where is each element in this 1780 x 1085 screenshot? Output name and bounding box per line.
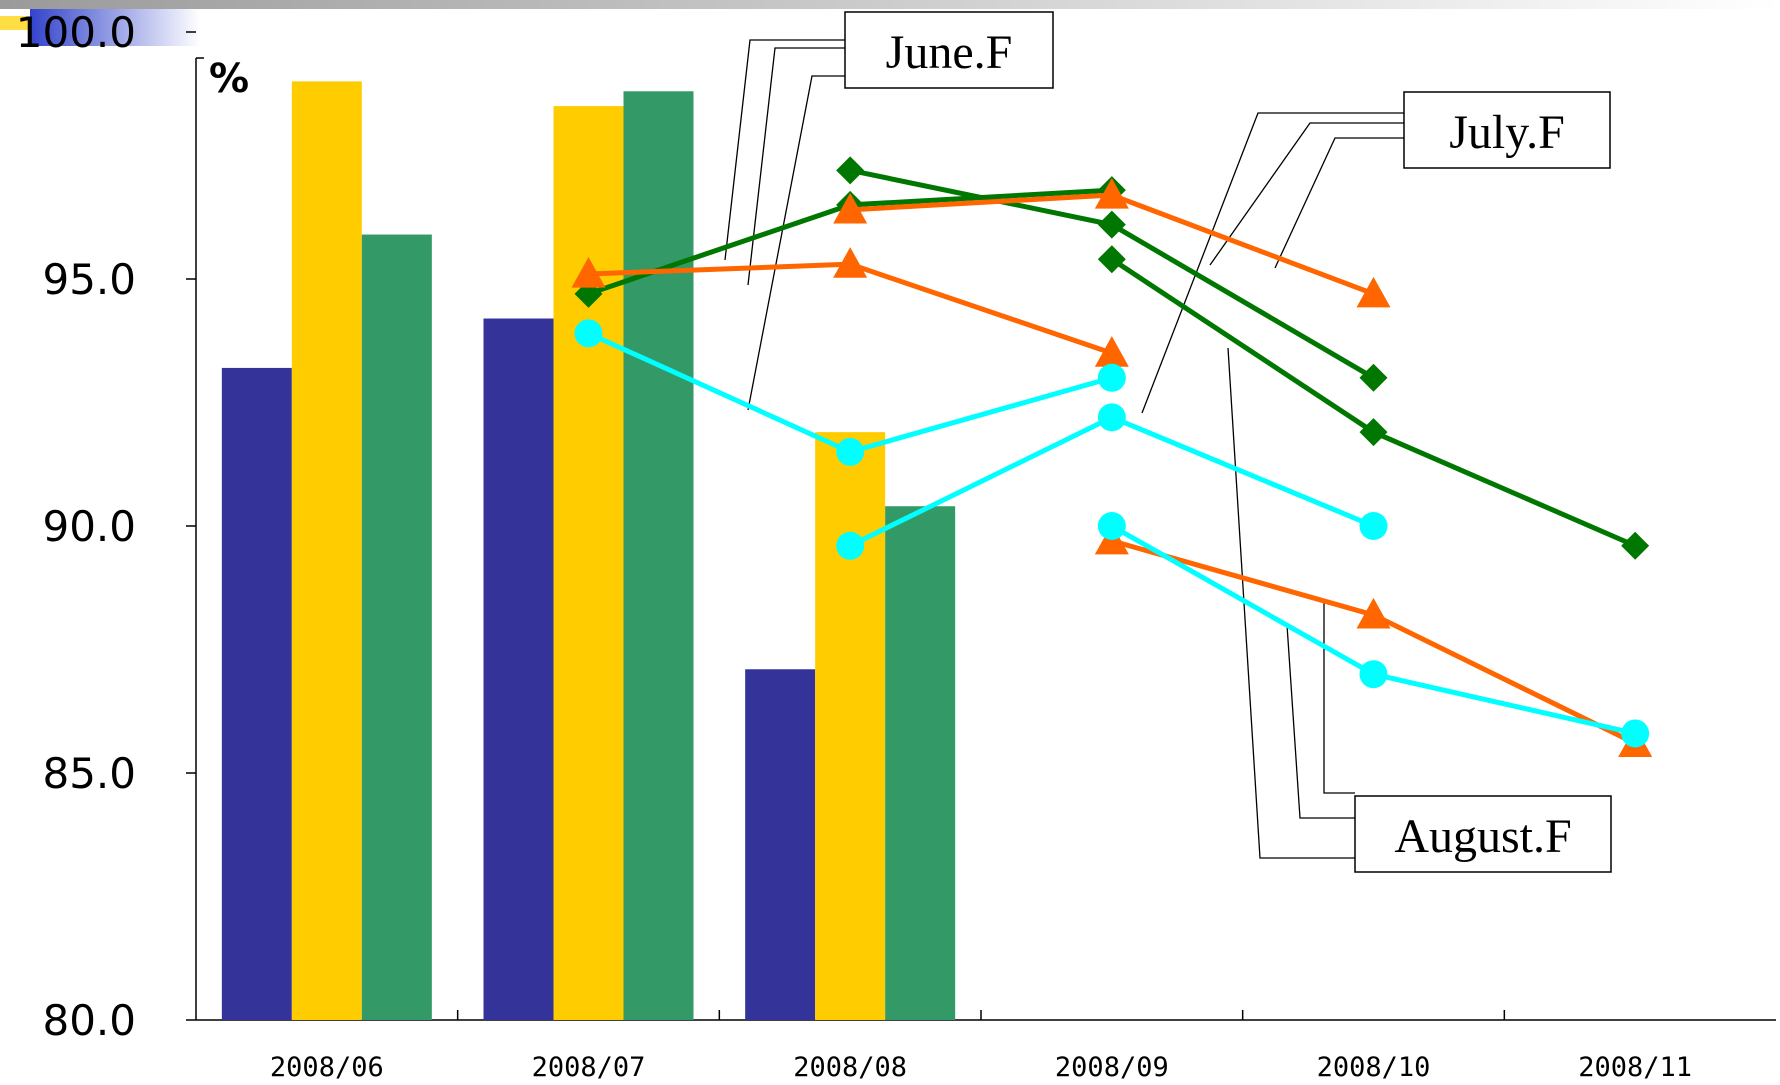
triangle-marker (571, 257, 606, 288)
bar (361, 234, 432, 1021)
triangle-marker (833, 192, 868, 224)
triangle-marker (1356, 597, 1391, 629)
bar (885, 506, 956, 1020)
circle-marker (1621, 719, 1650, 748)
diamond-marker (1359, 363, 1388, 392)
diamond-marker (1359, 418, 1388, 447)
triangle-marker (1094, 336, 1129, 367)
triangle-marker (1356, 276, 1391, 308)
y-tick-label: 80.0 (42, 996, 136, 1045)
unit-label: % (209, 56, 249, 102)
y-tick-label: 100.0 (16, 8, 136, 57)
callout-label: August.F (1394, 810, 1571, 863)
circle-marker (1359, 660, 1388, 689)
circle-marker (836, 437, 865, 466)
callout-leader (1323, 603, 1355, 794)
axes: 80.0 85.0 90.0 95.0 100.0 2008/06 2008/07 2008/… (16, 8, 1776, 1083)
y-tick-label: 90.0 (42, 502, 136, 551)
bar (291, 81, 362, 1020)
callout-leader (1209, 122, 1404, 266)
bar (553, 106, 624, 1021)
callout-leader (1274, 137, 1404, 269)
callout-leader (747, 75, 845, 411)
y-tick-label: 85.0 (42, 749, 136, 798)
circle-marker (836, 531, 865, 560)
diamond-marker (1097, 245, 1126, 274)
x-tick-label: 2008/07 (532, 1052, 646, 1083)
circle-marker (1359, 512, 1388, 540)
bar (483, 318, 554, 1020)
x-tick-label: 2008/09 (1055, 1052, 1169, 1083)
bar (745, 669, 816, 1020)
slide-decoration (0, 0, 1780, 46)
line-series (571, 156, 1653, 757)
bars (221, 81, 956, 1021)
x-tick-label: 2008/08 (793, 1052, 907, 1083)
x-tick-label: 2008/06 (270, 1052, 384, 1083)
circle-marker (1097, 403, 1126, 432)
circle-marker (1097, 512, 1126, 540)
circle-marker (1097, 363, 1126, 392)
diamond-marker (1097, 210, 1126, 239)
bar (221, 367, 292, 1020)
callout-box (1403, 91, 1611, 169)
triangle-marker (833, 247, 868, 278)
callout-box (1354, 795, 1612, 873)
bar (815, 432, 886, 1020)
callout-leader (747, 47, 845, 286)
callout-leader (1141, 112, 1404, 414)
callout-leader (724, 39, 845, 261)
diamond-marker (836, 156, 865, 185)
callout-label: June.F (886, 26, 1013, 79)
x-tick-label: 2008/10 (1317, 1052, 1431, 1083)
y-tick-label: 95.0 (42, 255, 136, 304)
callout-leader (1286, 624, 1355, 819)
callout-leader (1227, 347, 1355, 859)
series-line (850, 192, 1375, 297)
callout-leader-lines (724, 39, 1404, 859)
triangle-marker (1094, 178, 1129, 209)
callout-boxes: June.F July.F August.F (844, 11, 1612, 873)
x-tick-label: 2008/11 (1578, 1052, 1692, 1083)
callout-box (844, 11, 1054, 89)
callout-label: July.F (1449, 106, 1565, 159)
bar (623, 91, 694, 1020)
circle-marker (574, 319, 603, 348)
diamond-marker (1621, 531, 1650, 560)
